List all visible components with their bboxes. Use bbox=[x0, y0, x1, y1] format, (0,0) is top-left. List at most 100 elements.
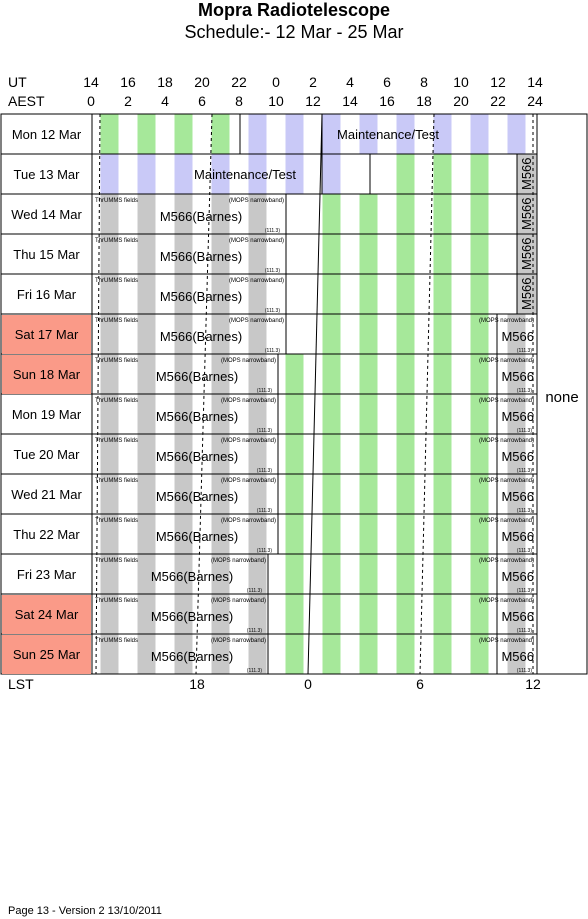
hour-band bbox=[285, 114, 304, 154]
day-label: Sun 25 Mar bbox=[2, 635, 91, 674]
hour-band bbox=[433, 354, 452, 394]
thrumms-label: ThrUMMS fields bbox=[95, 638, 138, 644]
hour-band bbox=[322, 594, 341, 634]
thrumms-label: ThrUMMS fields bbox=[95, 398, 138, 404]
hour-band bbox=[100, 554, 119, 594]
hour-band bbox=[470, 554, 489, 594]
freq-label: (111.3) bbox=[247, 588, 262, 594]
hour-band bbox=[359, 474, 378, 514]
ut-tick: 10 bbox=[453, 74, 469, 90]
hour-band bbox=[433, 554, 452, 594]
freq-label: (111.3) bbox=[257, 548, 272, 554]
hour-band bbox=[396, 154, 415, 194]
aest-tick: 20 bbox=[453, 93, 469, 109]
mops-label: (MOPS narrowband) bbox=[221, 478, 276, 484]
hour-band bbox=[470, 154, 489, 194]
hour-band bbox=[470, 314, 489, 354]
hour-band bbox=[211, 194, 230, 234]
obs-label: M566(Barnes) bbox=[160, 329, 242, 344]
hour-band bbox=[248, 394, 267, 434]
aest-tick: 0 bbox=[87, 93, 95, 109]
aest-tick: 4 bbox=[161, 93, 169, 109]
m566-label: M566 bbox=[501, 369, 534, 384]
hour-band bbox=[285, 354, 304, 394]
thrumms-label: ThrUMMS fields bbox=[95, 438, 138, 444]
freq-label: (111.3) bbox=[517, 548, 532, 554]
hour-band bbox=[137, 434, 156, 474]
mops-label: (MOPS narrowband) bbox=[479, 598, 534, 604]
hour-band bbox=[137, 594, 156, 634]
hour-band bbox=[174, 474, 193, 514]
hour-band bbox=[507, 434, 526, 474]
hour-band bbox=[396, 234, 415, 274]
ut-tick: 8 bbox=[420, 74, 428, 90]
hour-band bbox=[137, 194, 156, 234]
hour-band bbox=[285, 514, 304, 554]
mops-label: (MOPS narrowband) bbox=[211, 638, 266, 644]
hour-band bbox=[211, 594, 230, 634]
obs-label: M566(Barnes) bbox=[151, 569, 233, 584]
hour-band bbox=[137, 314, 156, 354]
obs-label: M566(Barnes) bbox=[156, 409, 238, 424]
lst-tick: 18 bbox=[189, 676, 205, 692]
hour-band bbox=[396, 274, 415, 314]
mops-label: (MOPS narrowband) bbox=[221, 398, 276, 404]
hour-band bbox=[359, 514, 378, 554]
freq-label: (111.3) bbox=[517, 628, 532, 634]
hour-band bbox=[470, 594, 489, 634]
obs-block bbox=[517, 234, 537, 274]
freq-label: (111.3) bbox=[247, 628, 262, 634]
hour-band bbox=[174, 394, 193, 434]
freq-label: (111.3) bbox=[517, 428, 532, 434]
mops-label: (MOPS narrowband) bbox=[479, 638, 534, 644]
hour-band bbox=[433, 154, 452, 194]
m566-label: M566 bbox=[519, 197, 534, 230]
obs-block bbox=[517, 154, 537, 194]
hour-band bbox=[137, 354, 156, 394]
freq-label: (111.3) bbox=[257, 468, 272, 474]
hour-band bbox=[248, 474, 267, 514]
mops-label: (MOPS narrowband) bbox=[479, 398, 534, 404]
hour-band bbox=[100, 314, 119, 354]
hour-band bbox=[322, 554, 341, 594]
day-label: Sat 24 Mar bbox=[2, 595, 91, 634]
hour-band bbox=[100, 594, 119, 634]
hour-band bbox=[248, 634, 267, 674]
mops-label: (MOPS narrowband) bbox=[221, 518, 276, 524]
hour-band bbox=[211, 474, 230, 514]
hour-band bbox=[359, 114, 378, 154]
hour-band bbox=[100, 154, 119, 194]
hour-band bbox=[174, 634, 193, 674]
hour-band bbox=[359, 594, 378, 634]
hour-band bbox=[433, 114, 452, 154]
mops-label: (MOPS narrowband) bbox=[479, 478, 534, 484]
hour-band bbox=[100, 434, 119, 474]
hour-band bbox=[359, 434, 378, 474]
thrumms-label: ThrUMMS fields bbox=[95, 558, 138, 564]
hour-band bbox=[174, 434, 193, 474]
hour-band bbox=[433, 194, 452, 234]
mops-label: (MOPS narrowband) bbox=[229, 198, 284, 204]
hour-band bbox=[211, 634, 230, 674]
day-label: Tue 20 Mar bbox=[13, 447, 80, 462]
hour-band bbox=[507, 114, 526, 154]
hour-band bbox=[211, 314, 230, 354]
m566-label: M566 bbox=[501, 409, 534, 424]
hour-band bbox=[211, 554, 230, 594]
thrumms-label: ThrUMMS fields bbox=[95, 518, 138, 524]
mops-label: (MOPS narrowband) bbox=[229, 238, 284, 244]
freq-label: (111.3) bbox=[257, 388, 272, 394]
m566-label: M566 bbox=[501, 449, 534, 464]
ut-tick: 14 bbox=[527, 74, 543, 90]
hour-band bbox=[322, 114, 341, 154]
hour-band bbox=[137, 274, 156, 314]
hour-band bbox=[470, 394, 489, 434]
day-label: Sun 18 Mar bbox=[2, 355, 91, 394]
hour-band bbox=[248, 554, 267, 594]
day-label: Fri 23 Mar bbox=[16, 567, 77, 582]
hour-band bbox=[137, 554, 156, 594]
obs-label: M566(Barnes) bbox=[160, 209, 242, 224]
hour-band bbox=[248, 194, 267, 234]
hour-band bbox=[211, 354, 230, 394]
